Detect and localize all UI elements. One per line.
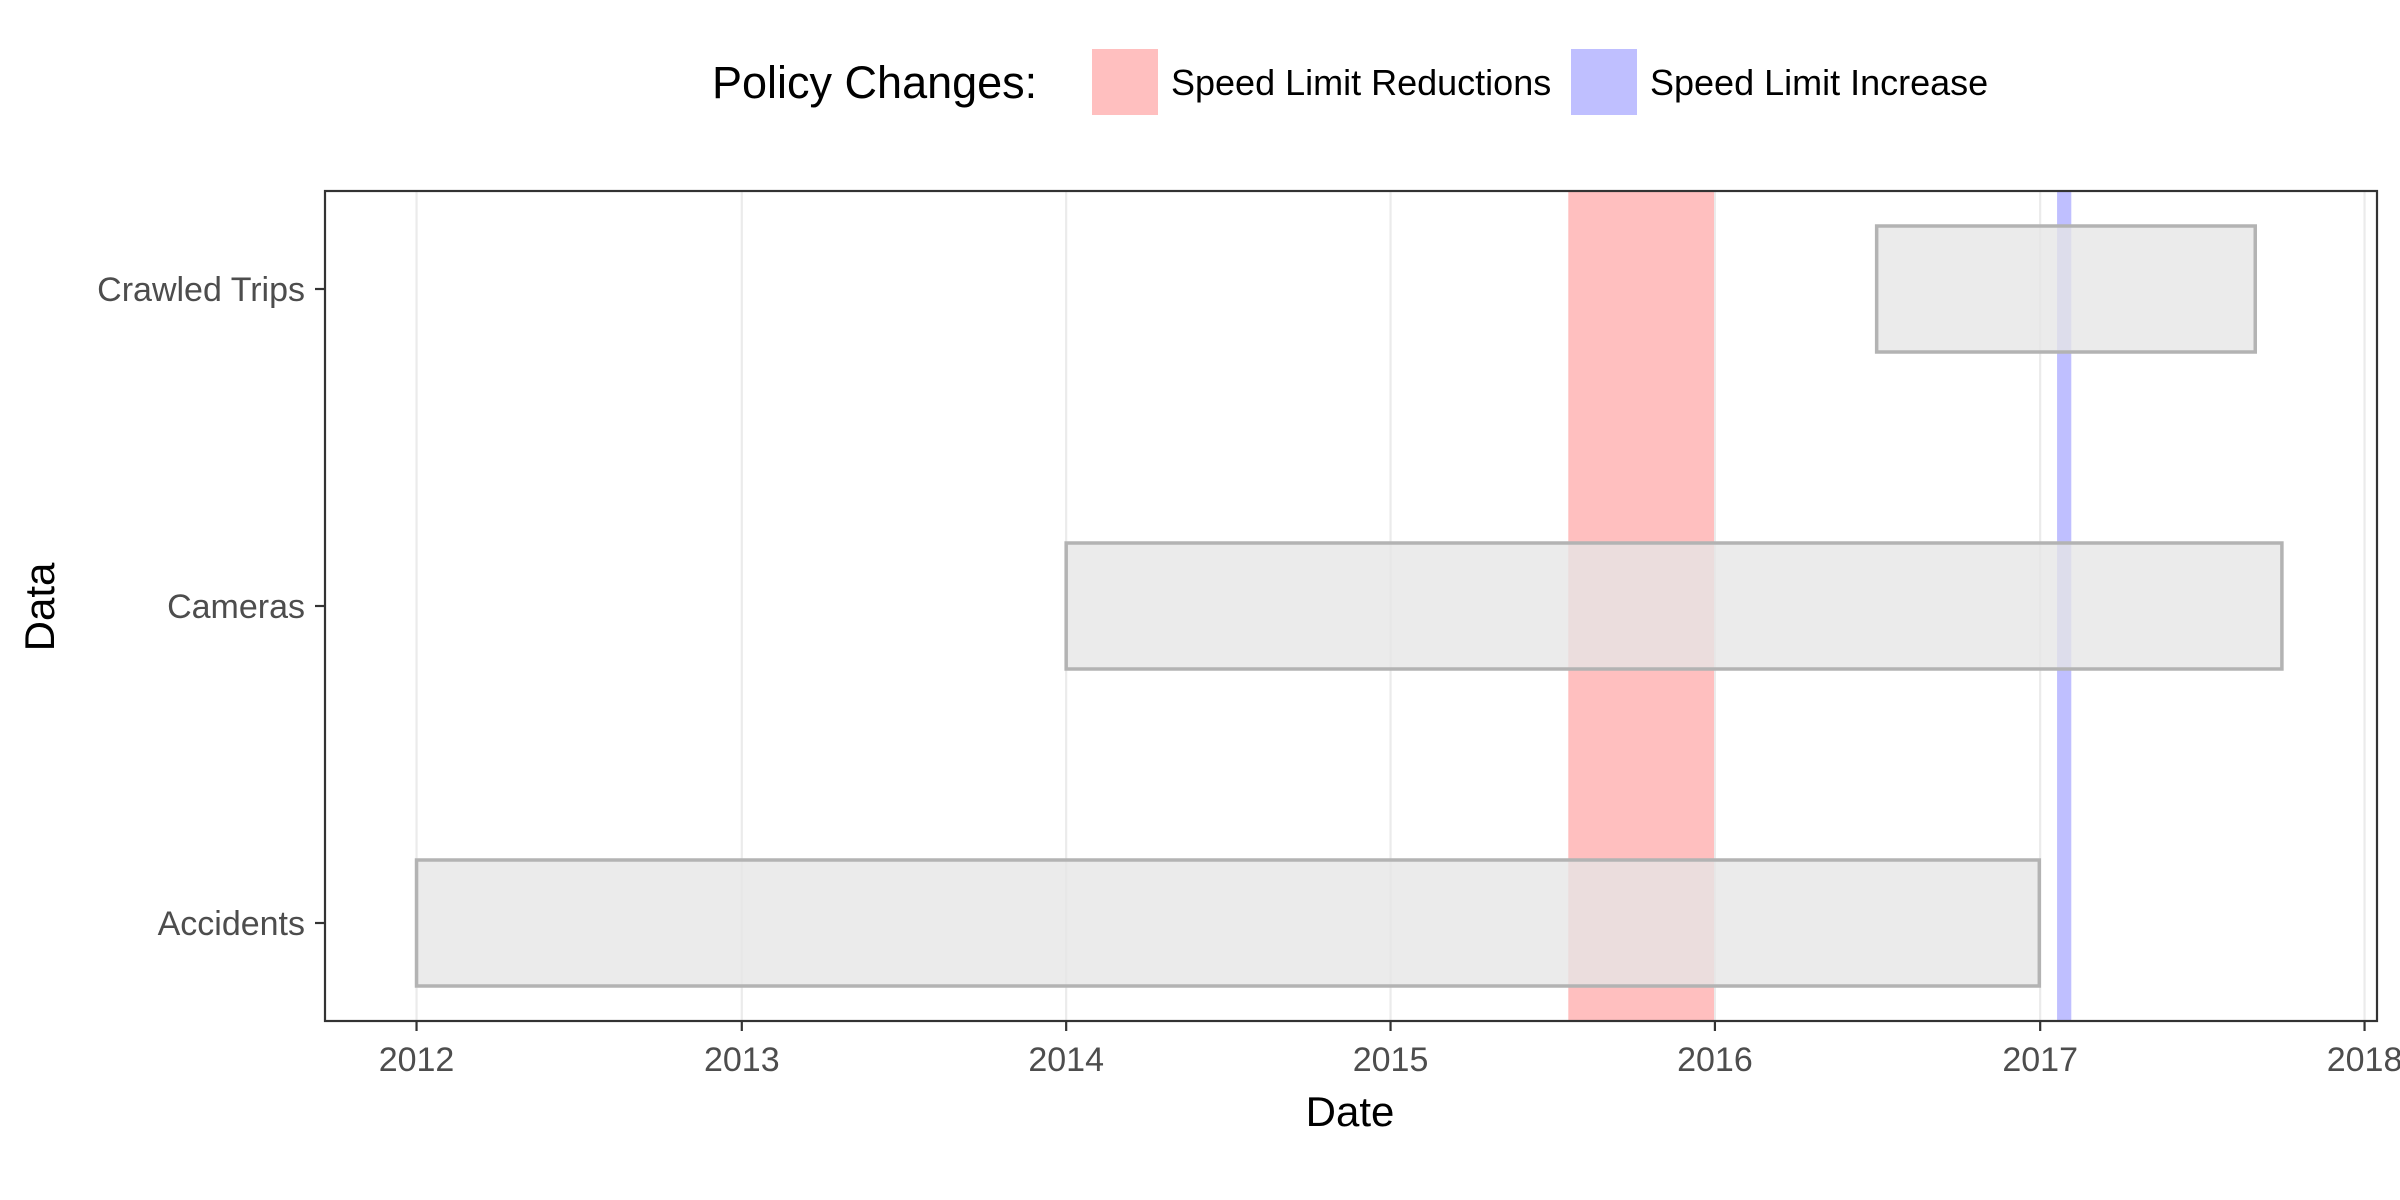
x-tick-label: 2016 (1677, 1041, 1753, 1079)
y-axis: Crawled Trips Cameras Accidents (97, 271, 325, 943)
legend: Policy Changes: Speed Limit Reductions S… (712, 49, 1988, 115)
bar-cameras (1064, 541, 2284, 671)
plot-panel (323, 189, 2379, 1023)
legend-key-speed-limit-increase (1571, 49, 1637, 115)
bar-accidents (414, 858, 2042, 988)
y-axis-title: Data (16, 562, 63, 651)
legend-title: Policy Changes: (712, 57, 1037, 108)
legend-label-speed-limit-increase: Speed Limit Increase (1650, 62, 1988, 103)
legend-label-speed-limit-reductions: Speed Limit Reductions (1171, 62, 1551, 103)
y-tick-label: Cameras (167, 588, 305, 626)
x-tick-label: 2012 (379, 1041, 455, 1079)
data-bars (414, 224, 2284, 988)
x-tick-label: 2018 (2327, 1041, 2400, 1079)
x-axis-title: Date (1306, 1088, 1395, 1135)
bar-crawled-trips (1874, 224, 2257, 354)
x-tick-label: 2015 (1353, 1041, 1429, 1079)
x-tick-label: 2014 (1028, 1041, 1104, 1079)
x-axis: 2012 2013 2014 2015 2016 2017 2018 (379, 1021, 2400, 1079)
y-tick-label: Accidents (158, 905, 305, 943)
x-tick-label: 2017 (2002, 1041, 2078, 1079)
x-tick-label: 2013 (704, 1041, 780, 1079)
legend-key-speed-limit-reductions (1092, 49, 1158, 115)
y-tick-label: Crawled Trips (97, 271, 305, 309)
